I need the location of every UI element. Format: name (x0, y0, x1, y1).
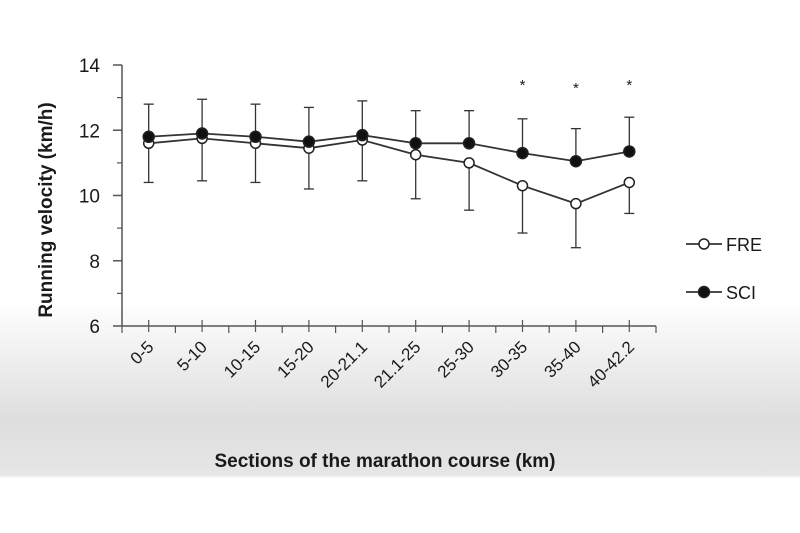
chart-legend: FRE SCI (686, 235, 762, 303)
x-tick-label: 20-21.1 (317, 337, 371, 391)
y-axis-title: Running velocity (km/h) (36, 102, 57, 317)
x-tick-label: 15-20 (274, 337, 318, 381)
series-line-fre (148, 137, 630, 205)
data-point-sci (142, 130, 155, 144)
data-point-fre (623, 176, 636, 189)
chart-axes: 6 8 10 12 14 0-5 5-10 10-15 15-20 20-21.1 21.1-25 2… (79, 56, 657, 392)
x-axis-title: Sections of the marathon course (km) (214, 451, 555, 472)
significance-marker: * (626, 77, 632, 94)
series-lines (148, 132, 630, 205)
data-point-sci (516, 146, 529, 160)
x-tick-label: 0-5 (127, 337, 158, 368)
data-point-fre (463, 157, 475, 169)
x-tick-label: 40-42.2 (584, 337, 638, 391)
series-markers (142, 127, 636, 210)
data-point-sci (409, 137, 422, 150)
legend-label-sci: SCI (726, 283, 756, 303)
x-tick-label: 10-15 (220, 337, 264, 381)
series-line-sci (148, 132, 630, 163)
y-tick-label: 10 (79, 187, 100, 208)
y-tick-label: 6 (89, 317, 100, 338)
data-point-sci (356, 128, 369, 142)
x-tick-label: 5-10 (173, 337, 210, 374)
significance-marker: * (520, 77, 526, 94)
x-tick-label: 21.1-25 (370, 337, 424, 391)
x-tick-label: 30-35 (487, 337, 531, 381)
legend-label-fre: FRE (726, 235, 762, 255)
legend-marker-fre (698, 238, 710, 250)
data-point-fre (570, 197, 582, 210)
data-point-sci (195, 127, 209, 140)
x-tick-label: 25-30 (434, 337, 478, 381)
y-tick-label: 8 (89, 252, 100, 273)
data-point-fre (409, 148, 422, 161)
significance-annotations: * * * (520, 77, 633, 97)
significance-marker: * (573, 80, 579, 97)
data-point-sci (302, 135, 316, 148)
data-point-sci (249, 130, 262, 144)
data-point-sci (462, 137, 476, 150)
y-tick-label: 12 (79, 121, 100, 142)
legend-marker-sci (697, 285, 711, 299)
error-bars (143, 98, 635, 249)
x-tick-label: 35-40 (541, 337, 585, 381)
data-point-sci (623, 145, 636, 158)
data-point-fre (516, 179, 529, 192)
data-point-sci (569, 154, 583, 168)
y-tick-label: 14 (79, 56, 101, 77)
